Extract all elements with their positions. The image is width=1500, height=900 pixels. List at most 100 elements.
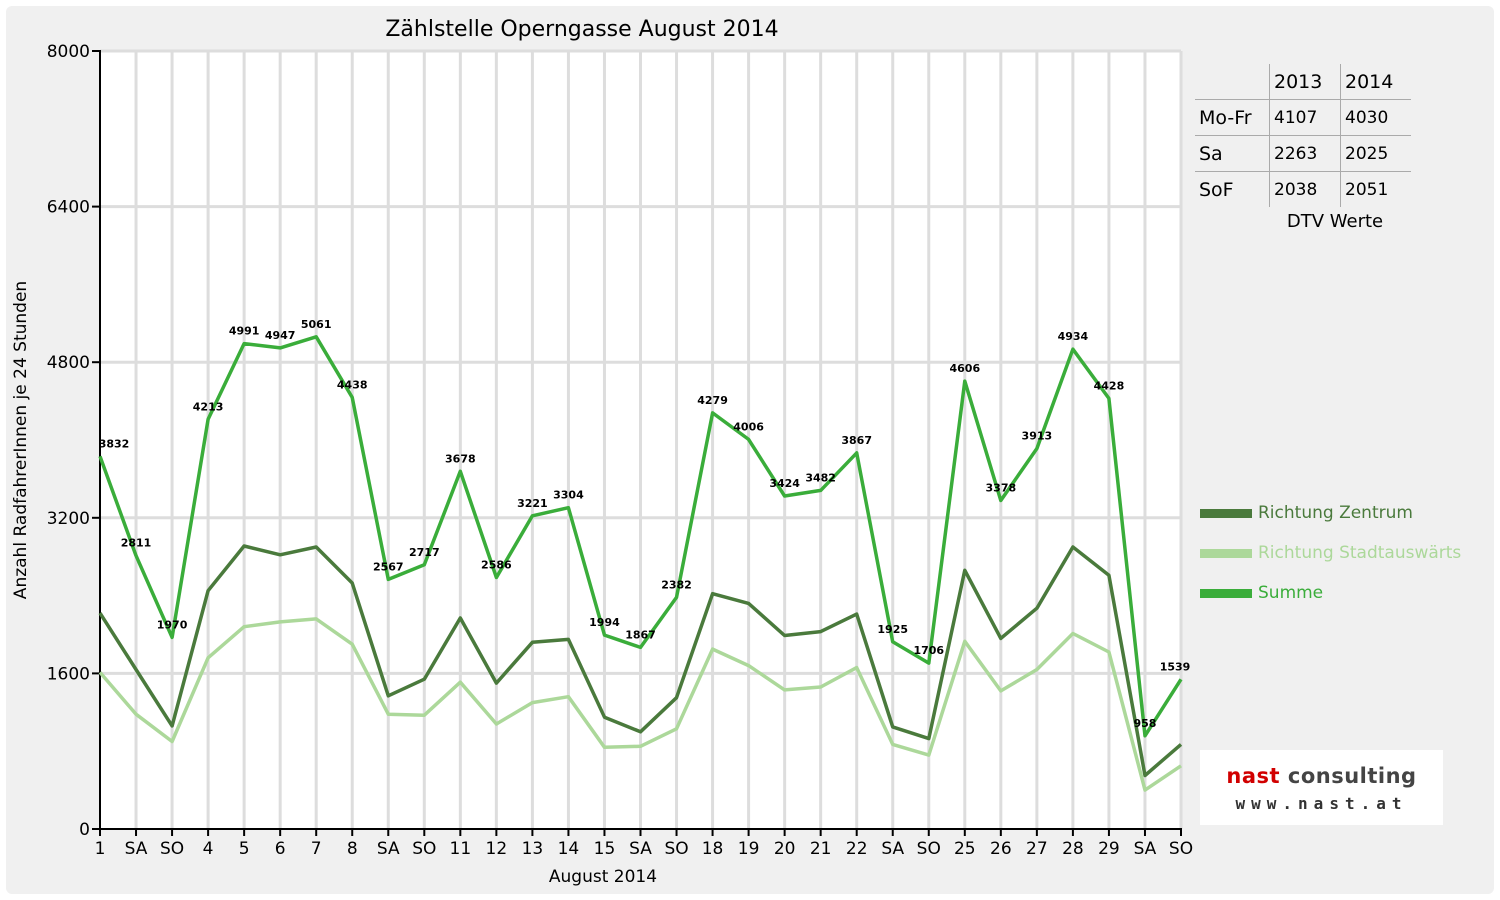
x-tick-label: 29 (1098, 839, 1120, 859)
data-label: 2382 (661, 578, 692, 591)
dtv-row-label: SoF (1195, 171, 1270, 207)
x-axis-label: August 2014 (549, 867, 657, 887)
data-label: 2811 (121, 537, 152, 550)
x-tick-label: SA (377, 839, 400, 859)
data-label: 4438 (337, 378, 368, 391)
y-tick-label: 1600 (47, 664, 90, 684)
logo-name-part2: consulting (1280, 764, 1417, 788)
x-tick-label: 6 (275, 839, 286, 859)
y-tick-label: 3200 (47, 509, 90, 529)
data-label: 1925 (877, 623, 908, 636)
dtv-value-2014: 4030 (1340, 99, 1411, 136)
x-tick-label: 27 (1026, 839, 1048, 859)
x-tick-label: 21 (810, 839, 832, 859)
dtv-value-2013: 2263 (1269, 135, 1341, 172)
data-label: 3304 (553, 489, 584, 502)
data-label: 1994 (589, 616, 620, 629)
dtv-row-sof: SoF 2038 2051 (1195, 171, 1411, 207)
x-tick-label: 4 (203, 839, 214, 859)
legend-label: Richtung Zentrum (1258, 503, 1413, 523)
grid-layer (100, 49, 1183, 829)
dtv-header-empty (1195, 64, 1270, 100)
x-tick-label: 13 (522, 839, 544, 859)
series-line-3 (98, 335, 1183, 738)
data-label: 3678 (445, 452, 476, 465)
x-tick-label: 7 (311, 839, 322, 859)
dtv-value-2013: 4107 (1269, 99, 1341, 136)
x-tick-label: SO (664, 839, 688, 859)
y-tick-label: 4800 (47, 353, 90, 373)
dtv-header-2014: 2014 (1340, 64, 1411, 100)
legend-swatch (1200, 548, 1252, 558)
logo-url: www.nast.at (1235, 794, 1408, 813)
data-label: 4947 (265, 329, 296, 342)
series-layer (98, 335, 1183, 792)
x-tick-label: 15 (594, 839, 616, 859)
data-label: 3867 (841, 434, 872, 447)
x-tick-label: 22 (846, 839, 868, 859)
x-tick-label: 8 (347, 839, 358, 859)
data-label: 1539 (1160, 660, 1191, 673)
dtv-table: 2013 2014 Mo-Fr 4107 4030 Sa 2263 2025 S… (1195, 64, 1415, 232)
x-tick-label: 25 (954, 839, 976, 859)
legend-swatch (1200, 588, 1252, 598)
data-label: 4279 (697, 394, 728, 407)
legend-item-zentrum: Richtung Zentrum (1200, 493, 1461, 533)
data-label: 1867 (625, 628, 656, 641)
dtv-value-2014: 2051 (1340, 171, 1411, 207)
x-tick-label: 20 (774, 839, 796, 859)
x-tick-label: 11 (450, 839, 472, 859)
data-label: 4991 (229, 325, 260, 338)
y-tick-label: 0 (79, 820, 90, 840)
data-label: 2717 (409, 546, 440, 559)
dtv-value-2014: 2025 (1340, 135, 1411, 172)
data-label: 958 (1133, 717, 1156, 730)
series-line-2 (98, 617, 1182, 792)
data-label: 4428 (1094, 379, 1125, 392)
data-label: 3913 (1022, 429, 1053, 442)
logo-wordmark: nast consulting (1200, 764, 1443, 788)
x-tick-label: SA (125, 839, 148, 859)
legend: Richtung Zentrum Richtung Stadtauswärts … (1200, 493, 1461, 613)
x-tick-label: 19 (738, 839, 760, 859)
company-logo: nast consulting www.nast.at (1200, 750, 1443, 825)
data-label: 4934 (1058, 330, 1089, 343)
dtv-row-sa: Sa 2263 2025 (1195, 135, 1411, 172)
y-tick-label: 8000 (47, 42, 90, 62)
data-label: 3832 (99, 437, 130, 450)
x-tick-label: SO (917, 839, 941, 859)
series-line-1 (98, 544, 1183, 778)
x-tick-label: SA (1134, 839, 1157, 859)
data-label: 2586 (481, 559, 512, 572)
data-label: 3378 (986, 481, 1017, 494)
dtv-caption: DTV Werte (1286, 211, 1384, 232)
legend-swatch (1200, 508, 1252, 518)
x-tick-label: 18 (702, 839, 724, 859)
axis-layer: 0 1600 3200 4800 6400 8000 1 SA SO 4 5 6 7 8 SA SO 11 12 1… (47, 42, 1193, 859)
data-label: 4006 (733, 420, 764, 433)
data-label: 4213 (193, 400, 224, 413)
x-tick-label: 12 (486, 839, 508, 859)
data-label: 3482 (805, 471, 836, 484)
y-axis-label: Anzahl RadfahrerInnen je 24 Stunden (11, 281, 31, 599)
data-label: 3424 (769, 477, 800, 490)
dtv-header-2013: 2013 (1269, 64, 1341, 100)
logo-name-part1: nast (1226, 764, 1281, 788)
data-label: 2567 (373, 560, 404, 573)
dtv-row-label: Mo-Fr (1195, 99, 1270, 136)
x-tick-label: SO (412, 839, 436, 859)
dtv-header-row: 2013 2014 (1195, 64, 1411, 100)
data-label-layer: 3832 2811 1970 4213 4991 4947 5061 4438 2567 2717… (99, 318, 1191, 730)
x-tick-label: 1 (95, 839, 106, 859)
x-tick-label: SA (881, 839, 904, 859)
chart-title: Zählstelle Operngasse August 2014 (385, 17, 778, 42)
x-tick-label: SA (629, 839, 652, 859)
data-label: 1706 (913, 644, 944, 657)
x-tick-label: 5 (239, 839, 250, 859)
legend-label: Summe (1258, 583, 1324, 603)
x-tick-label: 14 (558, 839, 580, 859)
y-tick-label: 6400 (47, 198, 90, 218)
x-tick-label: SO (1169, 839, 1193, 859)
x-tick-label: SO (160, 839, 184, 859)
